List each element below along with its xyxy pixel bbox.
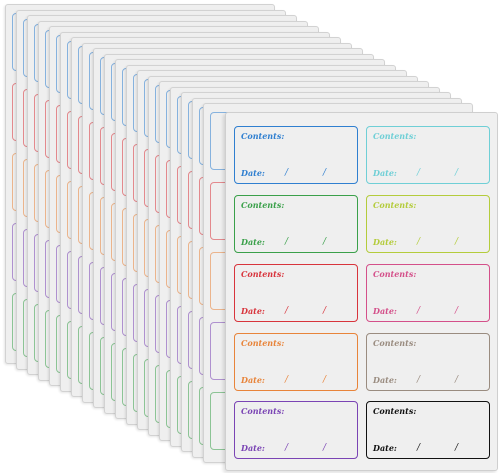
contents-label: Contents: bbox=[241, 200, 285, 210]
date-separator: / bbox=[455, 306, 459, 316]
date-separator: / bbox=[455, 375, 459, 385]
storage-label-taupe: Contents: Date: / / bbox=[366, 333, 490, 391]
date-separator: / bbox=[285, 237, 289, 247]
date-separator: / bbox=[323, 168, 327, 178]
date-separator: / bbox=[455, 237, 459, 247]
storage-label-orange: Contents: Date: / / bbox=[234, 333, 358, 391]
date-label: Date: bbox=[241, 306, 265, 316]
date-separator: / bbox=[285, 306, 289, 316]
date-separator: / bbox=[417, 375, 421, 385]
date-label: Date: bbox=[241, 237, 265, 247]
contents-label: Contents: bbox=[373, 200, 417, 210]
storage-label-pink: Contents: Date: / / bbox=[366, 264, 490, 322]
date-label: Date: bbox=[373, 306, 397, 316]
date-separator: / bbox=[285, 443, 289, 453]
storage-label-cyan: Contents: Date: / / bbox=[366, 126, 490, 184]
date-separator: / bbox=[323, 443, 327, 453]
contents-label: Contents: bbox=[373, 269, 417, 279]
front-label-sheet: Contents: Date: / / Contents: Date: / / Contents… bbox=[225, 112, 498, 471]
contents-label: Contents: bbox=[241, 338, 285, 348]
storage-label-green: Contents: Date: / / bbox=[234, 195, 358, 253]
contents-label: Contents: bbox=[241, 131, 285, 141]
contents-label: Contents: bbox=[373, 131, 417, 141]
contents-label: Contents: bbox=[241, 406, 285, 416]
date-separator: / bbox=[285, 375, 289, 385]
date-separator: / bbox=[323, 375, 327, 385]
date-separator: / bbox=[417, 168, 421, 178]
date-label: Date: bbox=[373, 375, 397, 385]
storage-label-black: Contents: Date: / / bbox=[366, 401, 490, 459]
date-separator: / bbox=[285, 168, 289, 178]
date-label: Date: bbox=[373, 443, 397, 453]
date-separator: / bbox=[417, 443, 421, 453]
storage-label-lime: Contents: Date: / / bbox=[366, 195, 490, 253]
contents-label: Contents: bbox=[373, 338, 417, 348]
date-label: Date: bbox=[241, 168, 265, 178]
date-label: Date: bbox=[241, 375, 265, 385]
date-separator: / bbox=[417, 237, 421, 247]
date-separator: / bbox=[323, 237, 327, 247]
date-separator: / bbox=[455, 168, 459, 178]
contents-label: Contents: bbox=[241, 269, 285, 279]
date-separator: / bbox=[417, 306, 421, 316]
contents-label: Contents: bbox=[373, 406, 417, 416]
storage-label-blue: Contents: Date: / / bbox=[234, 126, 358, 184]
date-label: Date: bbox=[241, 443, 265, 453]
date-separator: / bbox=[323, 306, 327, 316]
date-separator: / bbox=[455, 443, 459, 453]
date-label: Date: bbox=[373, 237, 397, 247]
storage-label-red: Contents: Date: / / bbox=[234, 264, 358, 322]
storage-label-purple: Contents: Date: / / bbox=[234, 401, 358, 459]
date-label: Date: bbox=[373, 168, 397, 178]
